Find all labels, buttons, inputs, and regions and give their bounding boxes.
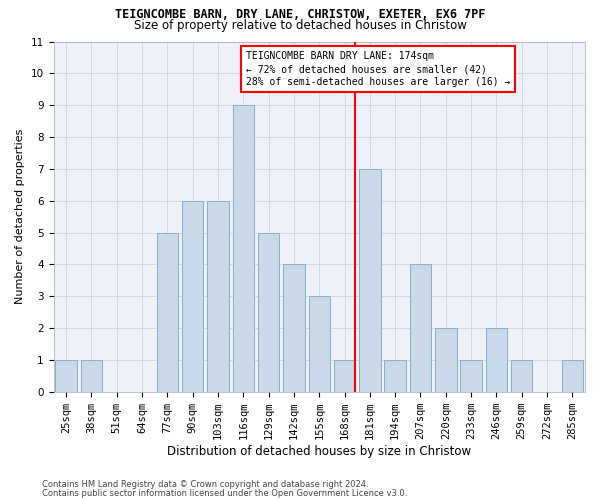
Y-axis label: Number of detached properties: Number of detached properties	[15, 129, 25, 304]
Bar	[308, 296, 330, 392]
Bar	[258, 232, 280, 392]
Bar	[410, 264, 431, 392]
X-axis label: Distribution of detached houses by size in Christow: Distribution of detached houses by size …	[167, 444, 472, 458]
Bar	[81, 360, 102, 392]
Bar	[562, 360, 583, 392]
Bar	[359, 169, 380, 392]
Bar	[435, 328, 457, 392]
Text: TEIGNCOMBE BARN, DRY LANE, CHRISTOW, EXETER, EX6 7PF: TEIGNCOMBE BARN, DRY LANE, CHRISTOW, EXE…	[115, 8, 485, 20]
Bar	[485, 328, 507, 392]
Bar	[182, 200, 203, 392]
Text: Size of property relative to detached houses in Christow: Size of property relative to detached ho…	[134, 19, 466, 32]
Bar	[283, 264, 305, 392]
Text: Contains public sector information licensed under the Open Government Licence v3: Contains public sector information licen…	[42, 488, 407, 498]
Text: TEIGNCOMBE BARN DRY LANE: 174sqm
← 72% of detached houses are smaller (42)
28% o: TEIGNCOMBE BARN DRY LANE: 174sqm ← 72% o…	[246, 51, 510, 88]
Bar	[334, 360, 355, 392]
Bar	[55, 360, 77, 392]
Bar	[157, 232, 178, 392]
Text: Contains HM Land Registry data © Crown copyright and database right 2024.: Contains HM Land Registry data © Crown c…	[42, 480, 368, 489]
Bar	[460, 360, 482, 392]
Bar	[207, 200, 229, 392]
Bar	[233, 105, 254, 392]
Bar	[511, 360, 532, 392]
Bar	[385, 360, 406, 392]
